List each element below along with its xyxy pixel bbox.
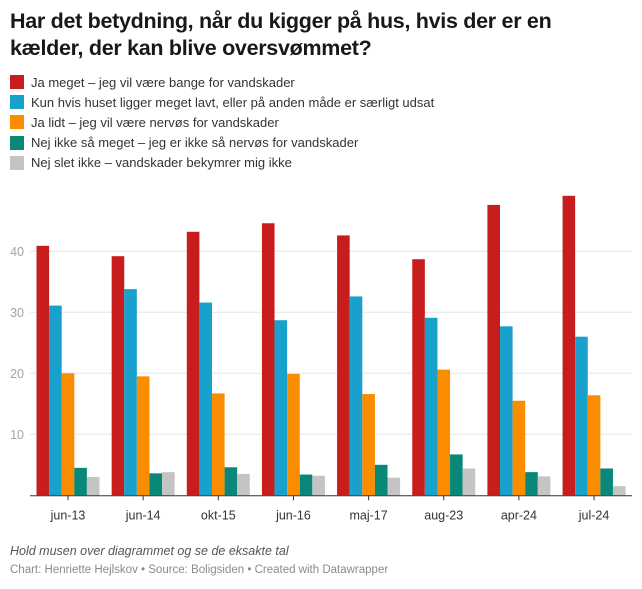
x-axis: jun-13 jun-14 okt-15 jun-16 maj-17 aug-23 apr-… <box>30 495 632 522</box>
bar[interactable]: Kun hvis huset ligger meget lavt, eller … <box>274 320 288 496</box>
y-tick-label: 10 <box>10 428 24 442</box>
bar[interactable]: Kun hvis huset ligger meget lavt, eller … <box>199 302 212 496</box>
legend-label: Nej slet ikke – vandskader bekymrer mig … <box>31 155 292 171</box>
byline-separator: • <box>244 564 255 576</box>
bar[interactable]: Nej slet ikke – vandskader bekymrer mig … <box>462 468 476 496</box>
bar[interactable]: Ja meget – jeg vil være bange for vandsk… <box>337 235 350 496</box>
bar[interactable]: Kun hvis huset ligger meget lavt, eller … <box>424 317 438 496</box>
chart-notes: Hold musen over diagrammet og se de eksa… <box>10 544 289 558</box>
legend-swatch <box>10 155 24 170</box>
bar[interactable]: Ja meget – jeg vil være bange for vandsk… <box>36 245 50 496</box>
byline-separator: • <box>137 564 149 576</box>
legend-swatch <box>10 115 24 130</box>
bar[interactable]: Nej ikke så meget – jeg er ikke så nervø… <box>450 454 463 496</box>
bar[interactable]: Nej ikke så meget – jeg er ikke så nervø… <box>525 472 538 496</box>
bar-group-jun-14[interactable]: Ja meget – jeg vil være bange for vandsk… <box>111 256 175 496</box>
bar[interactable]: Nej slet ikke – vandskader bekymrer mig … <box>537 476 551 496</box>
bar[interactable]: Nej ikke så meget – jeg er ikke så nervø… <box>149 473 163 496</box>
bar[interactable]: Ja meget – jeg vil være bange for vandsk… <box>186 231 200 496</box>
bar[interactable]: Ja lidt – jeg vil være nervøs for vandsk… <box>512 400 526 496</box>
legend-item-nej-ikke-saa-meget: Nej ikke så meget – jeg er ikke så nervø… <box>10 133 434 153</box>
bars: Ja meget – jeg vil være bange for vandsk… <box>36 195 626 496</box>
y-tick-label: 30 <box>10 306 24 320</box>
bar-group-apr-24[interactable]: Ja meget – jeg vil være bange for vandsk… <box>487 204 551 496</box>
bar[interactable]: Kun hvis huset ligger meget lavt, eller … <box>575 336 588 496</box>
x-tick-label: okt-15 <box>201 508 236 522</box>
byline-created-with: Created with Datawrapper <box>254 564 389 576</box>
bar[interactable]: Ja meget – jeg vil være bange for vandsk… <box>261 223 275 496</box>
legend-item-ja-lidt: Ja lidt – jeg vil være nervøs for vandsk… <box>10 112 434 132</box>
x-tick-label: jun-13 <box>50 508 86 522</box>
bar[interactable]: Nej ikke så meget – jeg er ikke så nervø… <box>600 468 613 496</box>
bar[interactable]: Nej slet ikke – vandskader bekymrer mig … <box>612 486 626 496</box>
bar[interactable]: Nej slet ikke – vandskader bekymrer mig … <box>162 472 175 496</box>
bar-group-jun-16[interactable]: Ja meget – jeg vil være bange for vandsk… <box>261 223 325 496</box>
bar[interactable]: Ja meget – jeg vil være bange for vandsk… <box>562 195 576 496</box>
byline-source: Source: Boligsiden <box>148 564 245 576</box>
bar[interactable]: Ja lidt – jeg vil være nervøs for vandsk… <box>287 373 300 496</box>
legend-swatch <box>10 75 24 90</box>
y-tick-label: 20 <box>10 367 24 381</box>
x-tick-label: apr-24 <box>501 508 537 522</box>
bar[interactable]: Ja meget – jeg vil være bange for vandsk… <box>487 204 500 496</box>
bar[interactable]: Ja lidt – jeg vil være nervøs for vandsk… <box>587 395 601 496</box>
legend: Ja meget – jeg vil være bange for vandsk… <box>10 72 434 173</box>
legend-label: Kun hvis huset ligger meget lavt, eller … <box>31 94 435 110</box>
bar[interactable]: Ja meget – jeg vil være bange for vandsk… <box>111 256 125 496</box>
bar[interactable]: Ja lidt – jeg vil være nervøs for vandsk… <box>136 376 150 496</box>
chart-title: Har det betydning, når du kigger på hus,… <box>10 9 552 60</box>
bar-group-jul-24[interactable]: Ja meget – jeg vil være bange for vandsk… <box>562 195 626 496</box>
y-axis: 10 20 30 40 <box>10 245 24 442</box>
bar[interactable]: Kun hvis huset ligger meget lavt, eller … <box>49 305 62 496</box>
bar-group-aug-23[interactable]: Ja meget – jeg vil være bange for vandsk… <box>412 259 476 496</box>
bar[interactable]: Nej slet ikke – vandskader bekymrer mig … <box>387 477 401 496</box>
bar[interactable]: Kun hvis huset ligger meget lavt, eller … <box>500 326 513 496</box>
legend-item-nej-slet-ikke: Nej slet ikke – vandskader bekymrer mig … <box>10 153 434 173</box>
bar[interactable]: Ja lidt – jeg vil være nervøs for vandsk… <box>61 373 75 496</box>
x-tick-label: jun-14 <box>125 508 161 522</box>
byline: Chart: Henriette Hejlskov • Source: Boli… <box>10 564 388 576</box>
bar-group-okt-15[interactable]: Ja meget – jeg vil være bange for vandsk… <box>186 231 250 496</box>
bar[interactable]: Nej slet ikke – vandskader bekymrer mig … <box>86 477 100 496</box>
bar[interactable]: Nej slet ikke – vandskader bekymrer mig … <box>312 475 325 496</box>
bar[interactable]: Ja meget – jeg vil være bange for vandsk… <box>412 259 425 496</box>
bar[interactable]: Nej ikke så meget – jeg er ikke så nervø… <box>374 464 388 496</box>
bar-chart[interactable]: 10 20 30 40 Ja meget – jeg vil være bange f… <box>0 180 642 530</box>
bar[interactable]: Nej ikke så meget – jeg er ikke så nervø… <box>299 474 313 496</box>
byline-author: Chart: Henriette Hejlskov <box>10 564 138 576</box>
bar[interactable]: Nej ikke så meget – jeg er ikke så nervø… <box>74 467 87 496</box>
bar[interactable]: Ja lidt – jeg vil være nervøs for vandsk… <box>362 394 375 496</box>
bar[interactable]: Ja lidt – jeg vil være nervøs for vandsk… <box>437 369 451 496</box>
x-tick-label: jul-24 <box>578 508 610 522</box>
x-tick-label: maj-17 <box>349 508 387 522</box>
bar[interactable]: Kun hvis huset ligger meget lavt, eller … <box>349 296 363 496</box>
legend-item-ja-meget: Ja meget – jeg vil være bange for vandsk… <box>10 72 434 92</box>
bar[interactable]: Kun hvis huset ligger meget lavt, eller … <box>124 289 137 496</box>
x-tick-label: jun-16 <box>275 508 311 522</box>
legend-item-kun-hvis: Kun hvis huset ligger meget lavt, eller … <box>10 92 434 112</box>
bar[interactable]: Nej ikke så meget – jeg er ikke så nervø… <box>224 467 238 496</box>
legend-swatch <box>10 95 24 110</box>
bar[interactable]: Ja lidt – jeg vil være nervøs for vandsk… <box>212 393 225 496</box>
bar-group-jun-13[interactable]: Ja meget – jeg vil være bange for vandsk… <box>36 245 100 496</box>
legend-label: Nej ikke så meget – jeg er ikke så nervø… <box>31 135 359 151</box>
legend-label: Ja meget – jeg vil være bange for vandsk… <box>31 74 295 90</box>
legend-swatch <box>10 135 24 150</box>
legend-label: Ja lidt – jeg vil være nervøs for vandsk… <box>31 114 279 130</box>
x-tick-label: aug-23 <box>424 508 463 522</box>
y-tick-label: 40 <box>10 245 24 259</box>
bar-group-maj-17[interactable]: Ja meget – jeg vil være bange for vandsk… <box>337 235 401 496</box>
bar[interactable]: Nej slet ikke – vandskader bekymrer mig … <box>237 473 250 496</box>
